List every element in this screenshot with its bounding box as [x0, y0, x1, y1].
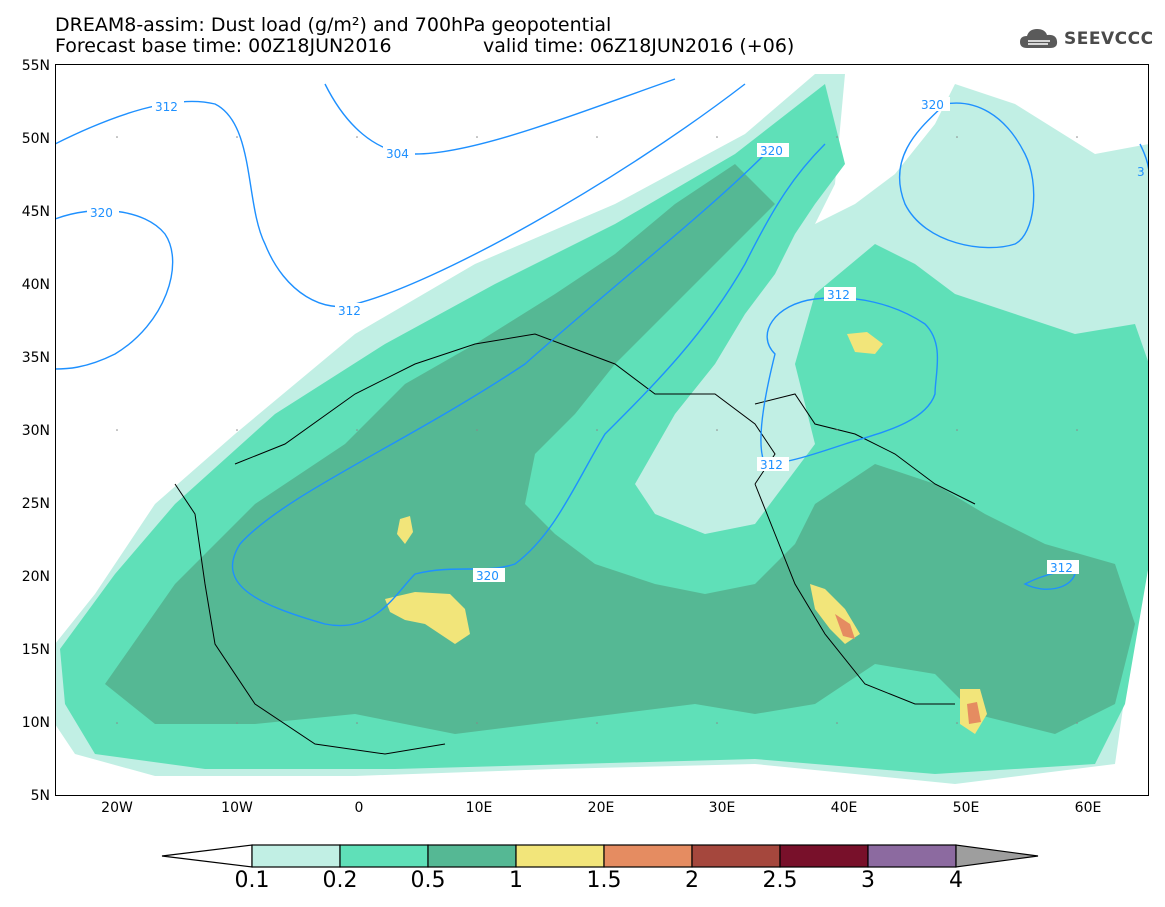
- coastlines: [174, 333, 976, 755]
- colorbar-label: 4: [949, 868, 963, 893]
- dust-band-0.5: [105, 164, 1135, 734]
- map-svg: 312 304 320 320 312 320 312 320 312 312 …: [55, 74, 1149, 784]
- chart-title: DREAM8-assim: Dust load (g/m²) and 700hP…: [55, 14, 612, 36]
- lat-label: 20N: [21, 569, 50, 585]
- contour-label: 312: [338, 304, 361, 318]
- colorbar-bin: [339, 844, 429, 868]
- colorbar-bin: [515, 844, 605, 868]
- dust-band-1: [385, 592, 470, 644]
- lat-label: 30N: [21, 423, 50, 439]
- colorbar-over-arrow: [955, 844, 1039, 868]
- cloud-logo-icon: [1020, 29, 1058, 48]
- dust-map: 312 304 320 320 312 320 312 320 312 312 …: [55, 64, 1149, 796]
- colorbar-label: 3: [861, 868, 875, 893]
- dust-band-1: [397, 516, 413, 544]
- lon-label: 20W: [101, 800, 133, 816]
- forecast-times: Forecast base time: 00Z18JUN2016 valid ti…: [55, 35, 794, 57]
- contour-label: 312: [760, 458, 783, 472]
- colorbar-label: 2: [685, 868, 699, 893]
- seevccc-logo: SEEVCCC: [1018, 24, 1154, 54]
- contour-label: 312: [155, 100, 178, 114]
- contour-label: 320: [921, 98, 944, 112]
- lon-label: 40E: [830, 800, 858, 816]
- colorbar-label: 1: [509, 868, 523, 893]
- colorbar-bin: [603, 844, 693, 868]
- colorbar-bin: [867, 844, 957, 868]
- lon-label: 50E: [952, 800, 980, 816]
- lat-label: 50N: [21, 131, 50, 147]
- contour-label: 320: [476, 569, 499, 583]
- grid: [116, 136, 1078, 724]
- lat-label: 45N: [21, 204, 50, 220]
- dust-band-1: [847, 332, 883, 354]
- colorbar-bin: [691, 844, 781, 868]
- lat-label: 10N: [21, 715, 50, 731]
- lat-label: 15N: [21, 642, 50, 658]
- dust-band-1.5: [835, 614, 855, 639]
- contour-label: 312: [827, 288, 850, 302]
- colorbar-label: 0.5: [410, 868, 446, 893]
- dust-band-1.5: [967, 702, 981, 724]
- lat-label: 25N: [21, 496, 50, 512]
- contour-labels: 312 304 320 320 312 320 312 320 312 312 …: [87, 97, 1145, 583]
- colorbar-label: 0.2: [322, 868, 358, 893]
- colorbar-label: 1.5: [586, 868, 622, 893]
- geopotential-contours: [55, 78, 1149, 627]
- lon-label: 10E: [465, 800, 493, 816]
- valid-time: valid time: 06Z18JUN2016 (+06): [483, 35, 795, 57]
- base-time: Forecast base time: 00Z18JUN2016: [55, 35, 392, 57]
- colorbar-label: 2.5: [762, 868, 798, 893]
- contour-label: 304: [386, 147, 409, 161]
- contour-label: 3: [1137, 165, 1145, 179]
- logo-text: SEEVCCC: [1064, 29, 1154, 49]
- lon-label: 20E: [587, 800, 615, 816]
- lat-label: 40N: [21, 277, 50, 293]
- contour-label: 320: [90, 206, 113, 220]
- colorbar-label: 0.1: [234, 868, 270, 893]
- lon-label: 60E: [1074, 800, 1102, 816]
- colorbar-under-arrow: [161, 844, 253, 868]
- colorbar-bin: [251, 844, 341, 868]
- contour-label: 312: [1050, 561, 1073, 575]
- colorbar: [161, 844, 1039, 868]
- lon-label: 10W: [221, 800, 253, 816]
- lat-label: 55N: [21, 58, 50, 74]
- colorbar-bin: [779, 844, 869, 868]
- colorbar-bin: [427, 844, 517, 868]
- contour-label: 320: [760, 144, 783, 158]
- lat-label: 5N: [30, 788, 50, 804]
- lon-label: 30E: [708, 800, 736, 816]
- lat-label: 35N: [21, 350, 50, 366]
- lon-label: 0: [354, 800, 364, 816]
